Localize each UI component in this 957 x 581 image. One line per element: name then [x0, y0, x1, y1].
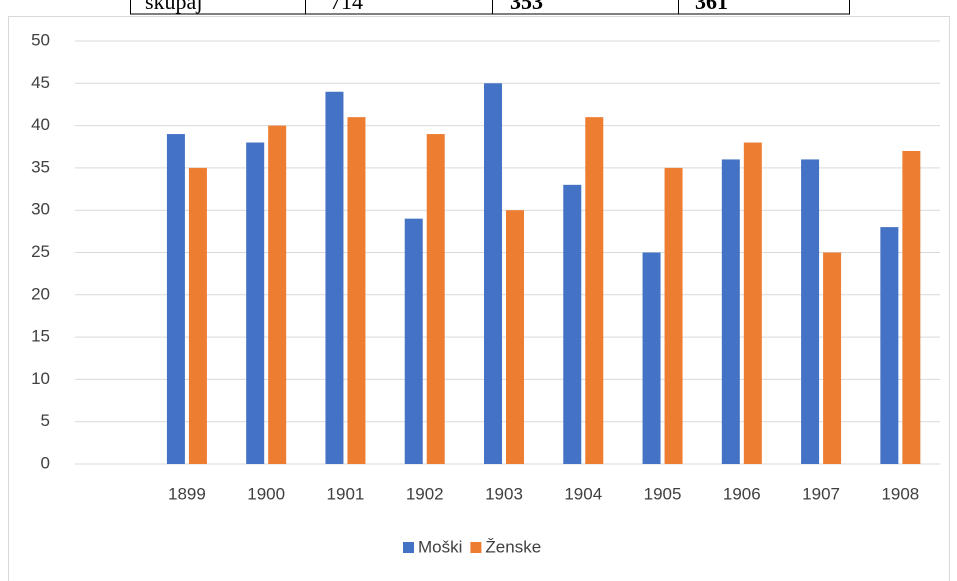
bar — [426, 134, 445, 464]
table-cell: 361 — [695, 0, 728, 14]
bar — [563, 184, 582, 464]
bar — [188, 167, 207, 464]
bar — [743, 142, 762, 464]
x-tick-label: 1899 — [168, 484, 206, 503]
x-tick-label: 1906 — [723, 484, 761, 503]
x-tick-label: 1907 — [802, 484, 840, 503]
legend-swatch — [470, 542, 482, 553]
table-fragment: skupaj 714 353 361 — [130, 0, 850, 15]
table-cell: 353 — [510, 0, 543, 14]
bar — [823, 252, 842, 464]
legend-label: Ženske — [485, 537, 541, 556]
y-tick-label: 0 — [41, 453, 50, 472]
x-tick-label: 1905 — [644, 484, 682, 503]
bar — [585, 117, 604, 464]
bar — [246, 142, 265, 464]
y-tick-label: 30 — [31, 200, 50, 219]
y-tick-label: 40 — [31, 115, 50, 134]
y-tick-label: 50 — [31, 30, 50, 49]
x-tick-label: 1903 — [485, 484, 523, 503]
legend-swatch — [403, 542, 414, 553]
x-tick-label: 1900 — [247, 484, 285, 503]
bar — [664, 167, 683, 464]
table-cell: 714 — [330, 0, 363, 14]
bar — [404, 218, 423, 464]
y-tick-label: 20 — [31, 284, 50, 303]
x-tick-label: 1904 — [564, 484, 602, 503]
x-tick-label: 1908 — [881, 484, 919, 503]
bar — [484, 83, 502, 465]
bar — [347, 117, 366, 464]
x-tick-label: 1902 — [406, 484, 444, 503]
bar — [642, 252, 661, 464]
table-cell: skupaj — [145, 0, 202, 14]
y-tick-label: 35 — [31, 157, 50, 176]
chart-frame — [8, 16, 950, 581]
bar — [268, 125, 287, 464]
legend-label: Moški — [418, 537, 462, 556]
bar — [506, 210, 524, 464]
bar — [721, 159, 740, 464]
y-tick-label: 5 — [41, 411, 50, 430]
bar — [880, 227, 899, 464]
bar — [166, 134, 185, 464]
bar — [801, 159, 820, 464]
x-tick-label: 1901 — [327, 484, 365, 503]
table-row — [130, 0, 850, 15]
bar — [902, 150, 921, 465]
y-tick-label: 25 — [31, 242, 50, 261]
y-tick-label: 45 — [31, 73, 50, 92]
y-tick-label: 10 — [31, 369, 50, 388]
y-tick-label: 15 — [31, 327, 50, 346]
bar — [325, 91, 344, 464]
